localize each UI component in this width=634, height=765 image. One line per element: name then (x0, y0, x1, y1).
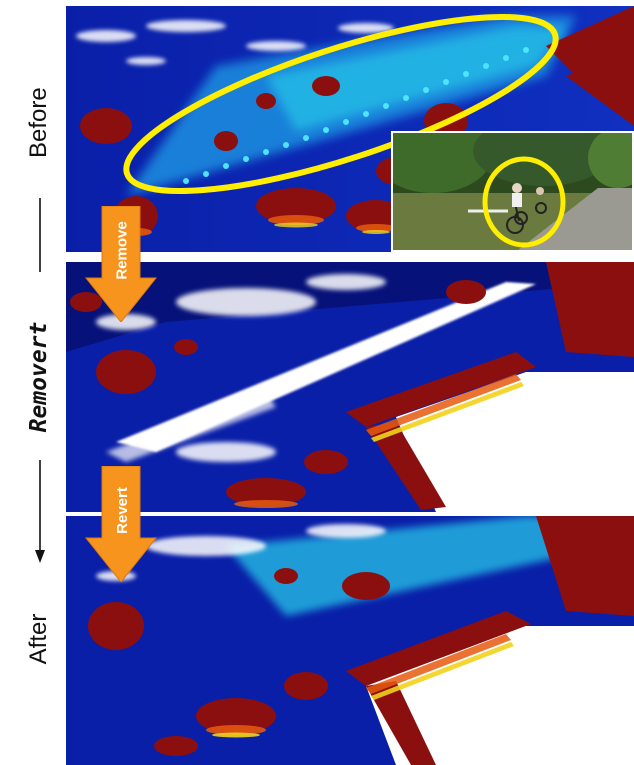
revert-step-arrow (84, 466, 158, 582)
revert-step-label: Revert (113, 486, 131, 534)
reverted-point-cloud-panel (66, 516, 634, 765)
remove-step-label: Remove (113, 220, 131, 280)
removed-point-cloud-panel (66, 262, 634, 512)
remove-step-arrow (84, 206, 158, 322)
before-point-cloud-panel (66, 6, 634, 252)
camera-image-inset (391, 131, 634, 252)
process-axis-arrow (35, 198, 45, 563)
